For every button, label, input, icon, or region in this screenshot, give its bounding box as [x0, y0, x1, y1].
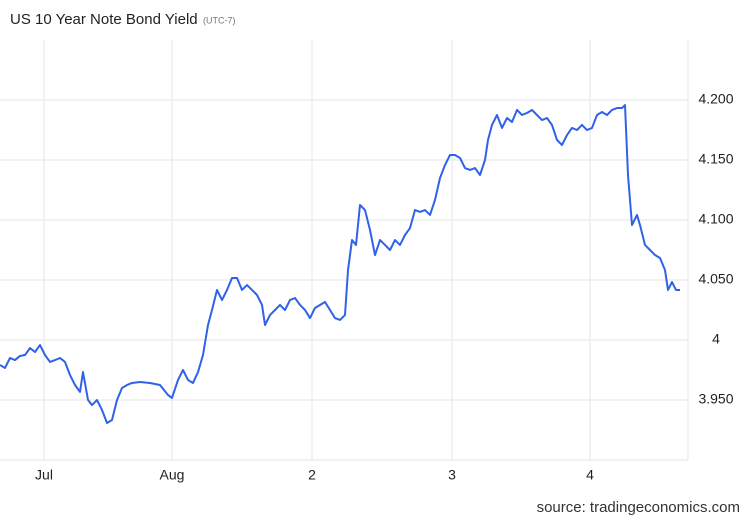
source: source: tradingeconomics.com — [537, 499, 740, 516]
y-tick-label: 4.200 — [698, 91, 733, 107]
y-tick-label: 4.150 — [698, 151, 733, 167]
y-tick-label: 3.950 — [698, 391, 733, 407]
chart-subtitle: (UTC-7) — [203, 15, 236, 25]
y-tick-label: 4 — [712, 331, 720, 347]
y-tick-label: 4.050 — [698, 271, 733, 287]
y-tick-label: 4.100 — [698, 211, 733, 227]
x-tick-label: 2 — [308, 467, 316, 483]
data-line — [0, 104, 680, 425]
x-tick-label: Aug — [160, 467, 185, 483]
chart-title: US 10 Year Note Bond Yield — [10, 11, 198, 28]
x-tick-label: 4 — [586, 467, 594, 483]
x-tick-label: Jul — [35, 467, 53, 483]
x-tick-label: 3 — [448, 467, 456, 483]
